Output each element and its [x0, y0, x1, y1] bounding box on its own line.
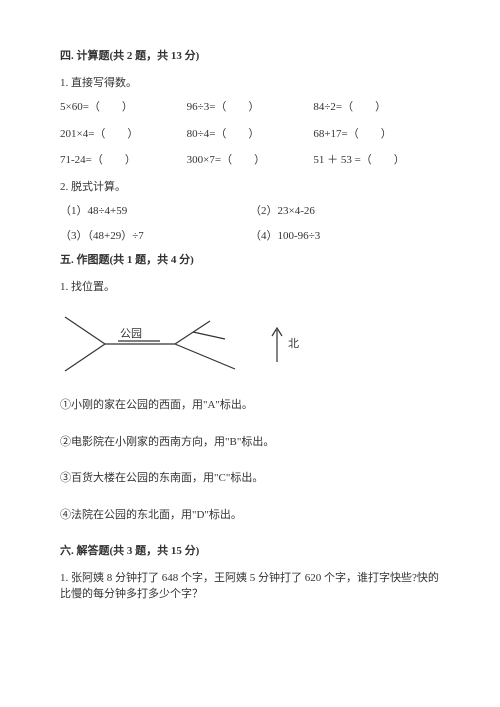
- calc-cell: 80÷4=（ ）: [187, 126, 314, 143]
- park-label: 公园: [120, 327, 142, 340]
- calc-cell: 71-24=（ ）: [60, 152, 187, 169]
- item-1: ①小刚的家在公园的西面，用"A"标出。: [60, 397, 440, 414]
- calc-cell: 201×4=（ ）: [60, 126, 187, 143]
- calc-row-1: 5×60=（ ） 96÷3=（ ） 84÷2=（ ）: [60, 99, 440, 116]
- calc-cell: 51 ＋ 53 =（ ）: [313, 152, 440, 169]
- calc-row-2: 201×4=（ ） 80÷4=（ ） 68+17=（ ）: [60, 126, 440, 143]
- section-6-title: 六. 解答题(共 3 题，共 15 分): [60, 543, 440, 560]
- sub-cell: （1）48÷4+59: [60, 203, 250, 220]
- item-2: ②电影院在小刚家的西南方向，用"B"标出。: [60, 434, 440, 451]
- sub-cell: （3）（48+29）÷7: [60, 228, 250, 245]
- calc-cell: 68+17=（ ）: [313, 126, 440, 143]
- calc-row-3: 71-24=（ ） 300×7=（ ） 51 ＋ 53 =（ ）: [60, 152, 440, 169]
- calc-cell: 84÷2=（ ）: [313, 99, 440, 116]
- q4-2-label: 2. 脱式计算。: [60, 179, 440, 196]
- sub-cell: （2）23×4-26: [250, 203, 440, 220]
- section-4-title: 四. 计算题(共 2 题，共 13 分): [60, 48, 440, 65]
- diagram-wrap: 公园 北: [60, 309, 440, 379]
- item-4: ④法院在公园的东北面，用"D"标出。: [60, 507, 440, 524]
- calc-cell: 300×7=（ ）: [187, 152, 314, 169]
- north-label: 北: [288, 336, 299, 353]
- section-5-title: 五. 作图题(共 1 题，共 4 分): [60, 252, 440, 269]
- sub-cell: （4）100-96÷3: [250, 228, 440, 245]
- q4-1-label: 1. 直接写得数。: [60, 75, 440, 92]
- calc-cell: 96÷3=（ ）: [187, 99, 314, 116]
- sub-row-1: （1）48÷4+59 （2）23×4-26: [60, 203, 440, 220]
- calc-cell: 5×60=（ ）: [60, 99, 187, 116]
- sub-row-2: （3）（48+29）÷7 （4）100-96÷3: [60, 228, 440, 245]
- north-indicator: 北: [270, 324, 299, 364]
- q5-1-label: 1. 找位置。: [60, 279, 440, 296]
- north-arrow-icon: [270, 324, 284, 364]
- q6-1: 1. 张阿姨 8 分钟打了 648 个字，王阿姨 5 分钟打了 620 个字，谁…: [60, 570, 440, 603]
- item-3: ③百货大楼在公园的东南面，用"C"标出。: [60, 470, 440, 487]
- park-diagram: 公园: [60, 309, 240, 379]
